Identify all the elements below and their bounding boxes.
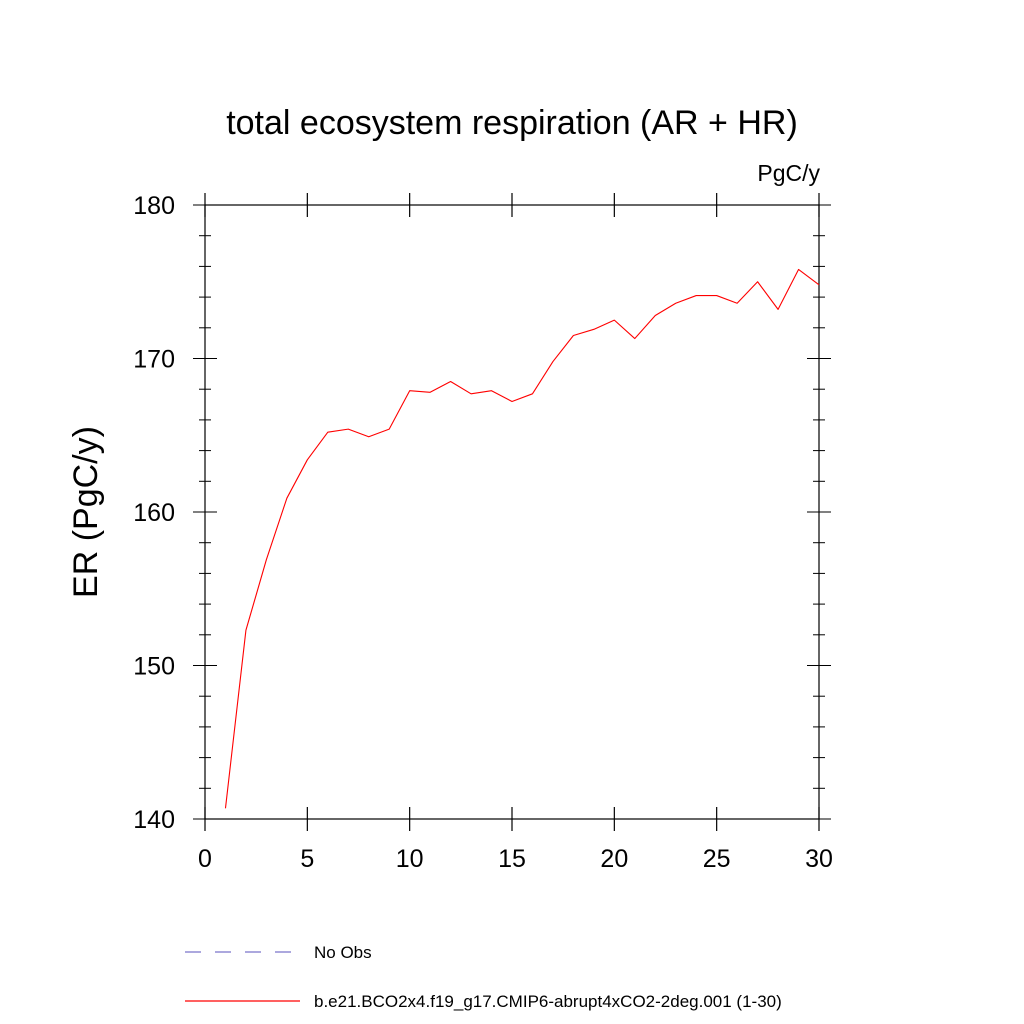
x-tick-label: 25	[703, 845, 731, 873]
axes: 0 5 10 15 20 25 30 140 150 160 170 180	[133, 192, 833, 873]
y-tick-label: 140	[133, 806, 175, 834]
legend: No Obs b.e21.BCO2x4.f19_g17.CMIP6-abrupt…	[185, 943, 782, 1011]
x-tick-label: 15	[498, 845, 526, 873]
chart-title: total ecosystem respiration (AR + HR)	[226, 104, 798, 142]
legend-label-no-obs: No Obs	[314, 943, 372, 962]
x-tick-label: 20	[600, 845, 628, 873]
series-layer	[224, 268, 820, 809]
legend-label-model-run: b.e21.BCO2x4.f19_g17.CMIP6-abrupt4xCO2-2…	[314, 992, 782, 1011]
y-tick-label: 150	[133, 653, 175, 681]
x-tick-label: 10	[396, 845, 424, 873]
y-tick-label: 160	[133, 499, 175, 527]
series-line	[224, 268, 820, 809]
y-tick-label: 180	[133, 192, 175, 220]
y-tick-label: 170	[133, 346, 175, 374]
plot-frame	[204, 204, 820, 820]
x-tick-label: 0	[198, 845, 212, 873]
x-tick-label: 5	[300, 845, 314, 873]
units-label: PgC/y	[757, 160, 820, 186]
x-tick-label: 30	[805, 845, 833, 873]
y-axis-label: ER (PgC/y)	[67, 426, 105, 598]
